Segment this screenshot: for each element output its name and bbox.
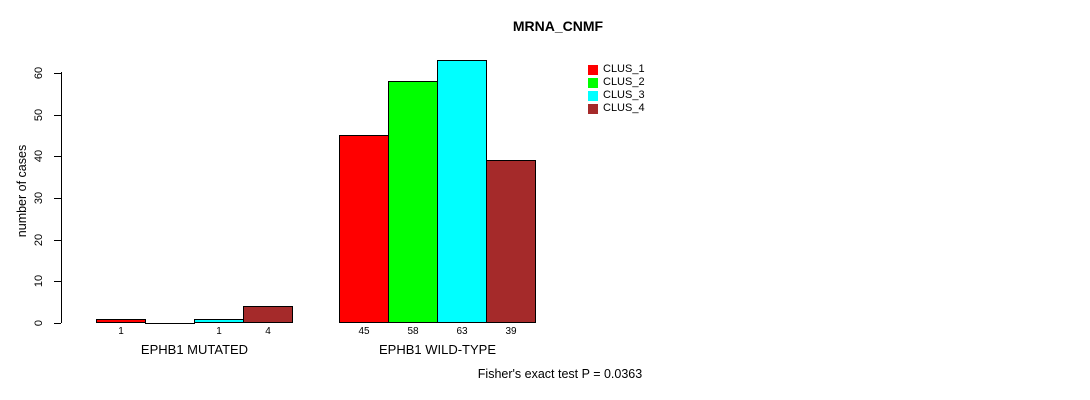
legend-swatch-clus_3 (588, 90, 598, 101)
legend-label: CLUS_3 (603, 89, 645, 101)
bar-clus_2-mutated (145, 323, 195, 324)
bar-count-label: 4 (265, 326, 271, 337)
legend-row: CLUS_1 (588, 63, 645, 76)
y-axis-tick (54, 73, 61, 74)
y-axis-tick (54, 198, 61, 199)
y-axis-tick (54, 156, 61, 157)
y-axis-tick (54, 240, 61, 241)
legend-swatch-clus_1 (588, 64, 598, 75)
bar-count-label: 1 (118, 326, 124, 337)
bar-clus_3-mutated (194, 319, 244, 323)
legend-row: CLUS_2 (588, 76, 645, 89)
legend-row: CLUS_4 (588, 102, 645, 115)
y-axis-tick-label: 60 (33, 66, 45, 80)
y-axis-label: number of cases (15, 144, 29, 238)
bar-count-label: 58 (407, 326, 419, 337)
legend-label: CLUS_2 (603, 76, 645, 88)
y-axis-tick-label: 10 (33, 274, 45, 288)
bar-clus_4-wild-type (486, 160, 536, 323)
bar-clus_1-mutated (96, 319, 146, 323)
y-axis-tick (54, 115, 61, 116)
bar-count-label: 1 (216, 326, 222, 337)
stat-annotation: Fisher's exact test P = 0.0363 (477, 367, 643, 381)
y-axis-tick-label: 30 (33, 191, 45, 205)
legend-swatch-clus_4 (588, 103, 598, 114)
bar-count-label: 39 (505, 326, 517, 337)
bar-clus_4-mutated (243, 306, 293, 323)
y-axis-tick (54, 281, 61, 282)
y-axis-tick-label: 20 (33, 233, 45, 247)
bar-count-label: 45 (358, 326, 370, 337)
legend-swatch-clus_2 (588, 77, 598, 88)
y-axis-line (61, 72, 62, 323)
legend: CLUS_1 CLUS_2 CLUS_3 CLUS_4 (588, 63, 645, 115)
chart-title: MRNA_CNMF (512, 18, 604, 34)
x-group-label: EPHB1 MUTATED (140, 342, 249, 357)
y-axis-tick-label: 50 (33, 108, 45, 122)
bar-clus_2-wild-type (388, 81, 438, 323)
legend-row: CLUS_3 (588, 89, 645, 102)
legend-label: CLUS_4 (603, 102, 645, 114)
bar-clus_3-wild-type (437, 60, 487, 323)
bar-count-label: 63 (456, 326, 468, 337)
x-group-label: EPHB1 WILD-TYPE (378, 342, 497, 357)
y-axis-tick (54, 323, 61, 324)
bar-clus_1-wild-type (339, 135, 389, 323)
legend-label: CLUS_1 (603, 63, 645, 75)
y-axis-tick-label: 0 (33, 319, 45, 327)
y-axis-tick-label: 40 (33, 149, 45, 163)
